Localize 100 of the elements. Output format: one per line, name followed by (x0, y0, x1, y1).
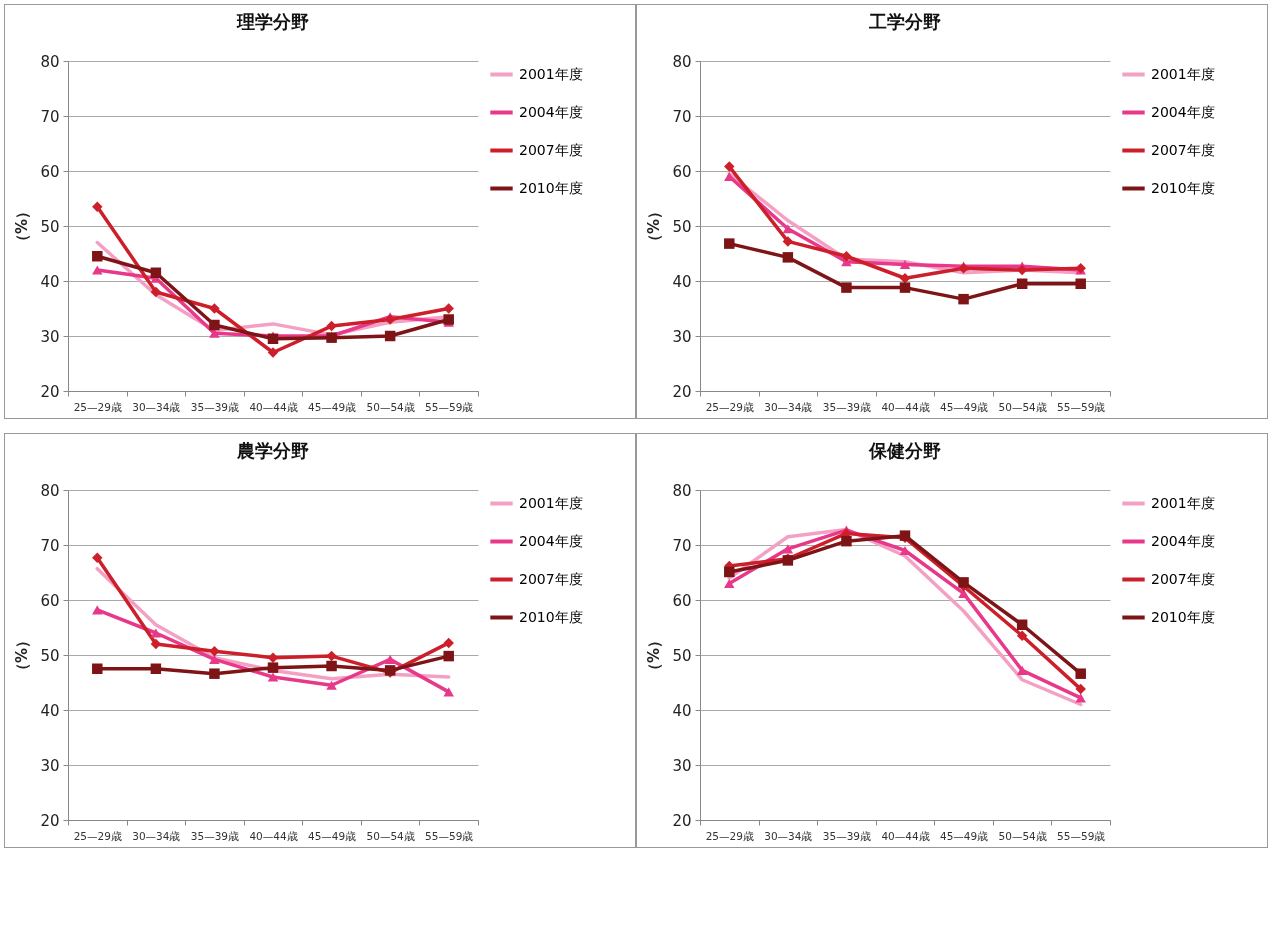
point (958, 293, 969, 305)
y-tick-label: 40 (40, 272, 60, 291)
x-tick-label: 30—34歳 (764, 829, 813, 842)
y-tick-label: 70 (40, 536, 60, 555)
point (1016, 264, 1028, 276)
point (267, 662, 279, 673)
point (958, 577, 969, 588)
point (92, 605, 103, 615)
point (899, 282, 911, 293)
point (1075, 683, 1086, 695)
y-tick-label: 50 (672, 217, 692, 236)
y-tick-label: 80 (40, 481, 60, 500)
point (724, 566, 735, 578)
point (782, 544, 794, 554)
point (1075, 693, 1086, 703)
x-tick-label: 50—54歳 (998, 400, 1047, 413)
legend-label: 2007年度 (1151, 570, 1215, 587)
y-tick-label: 30 (40, 756, 60, 775)
legend-label: 2010年度 (1151, 608, 1215, 625)
y-tick-label: 20 (672, 811, 692, 830)
legend-label: 2004年度 (1151, 532, 1215, 549)
x-tick-label: 40—44歳 (881, 400, 930, 413)
point (92, 663, 103, 674)
point (209, 645, 220, 657)
x-tick-label: 45—49歳 (307, 829, 357, 842)
y-tick-label: 50 (40, 646, 60, 665)
x-tick-label: 35—39歳 (190, 400, 240, 413)
y-tick-label: 30 (672, 327, 692, 346)
x-tick-label: 30—34歳 (764, 400, 813, 413)
x-tick-label: 35—39歳 (822, 400, 872, 413)
y-tick-label: 50 (672, 646, 692, 665)
y-tick-label: 50 (40, 217, 60, 236)
y-tick-label: 80 (672, 481, 692, 500)
point (209, 319, 220, 331)
legend-label: 2007年度 (1151, 141, 1215, 158)
x-tick-label: 25—29歳 (705, 400, 754, 413)
x-tick-label: 55—59歳 (1057, 400, 1106, 413)
point (326, 680, 337, 690)
point (443, 637, 454, 649)
legend-label: 2004年度 (1151, 103, 1215, 120)
point (209, 668, 220, 679)
y-tick-label: 80 (672, 52, 692, 71)
x-tick-label: 30—34歳 (132, 400, 181, 413)
legend-label: 2007年度 (519, 570, 583, 587)
point (150, 663, 162, 674)
point (150, 628, 162, 638)
x-tick-label: 25—29歳 (73, 829, 122, 842)
legend-label: 2010年度 (1151, 179, 1215, 196)
y-tick-label: 40 (672, 272, 692, 291)
y-tick-label: 60 (672, 591, 692, 610)
legend-label: 2001年度 (519, 494, 583, 511)
chart-title: 理学分野 (236, 11, 309, 32)
y-tick-label: 60 (40, 591, 60, 610)
point (384, 330, 396, 342)
point (326, 650, 337, 662)
y-tick-label: 40 (672, 701, 692, 720)
legend-label: 2010年度 (519, 608, 583, 625)
x-tick-label: 25—29歳 (705, 829, 754, 842)
point (384, 654, 396, 664)
y-tick-label: 20 (672, 382, 692, 401)
point (326, 320, 337, 332)
y-tick-label: 20 (40, 382, 60, 401)
x-tick-label: 50—54歳 (366, 829, 415, 842)
y-tick-label: 60 (40, 162, 60, 181)
point (92, 552, 103, 563)
y-axis-title: （%） (13, 203, 32, 250)
x-tick-label: 50—54歳 (998, 829, 1047, 842)
y-axis-title: （%） (13, 632, 32, 679)
y-tick-label: 70 (40, 107, 60, 126)
y-tick-label: 70 (672, 107, 692, 126)
point (92, 251, 103, 262)
point (841, 251, 852, 262)
x-tick-label: 35—39歳 (822, 829, 872, 842)
point (443, 303, 454, 314)
point (782, 252, 794, 263)
legend-label: 2001年度 (519, 65, 583, 82)
legend-label: 2004年度 (519, 532, 583, 549)
point (1016, 278, 1028, 289)
point (267, 347, 279, 358)
x-tick-label: 45—49歳 (307, 400, 357, 413)
x-tick-label: 45—49歳 (939, 829, 989, 842)
y-tick-label: 30 (672, 756, 692, 775)
point (782, 224, 794, 234)
x-tick-label: 35—39歳 (190, 829, 240, 842)
chart-title: 農学分野 (236, 440, 309, 461)
y-tick-label: 70 (672, 536, 692, 555)
point (209, 303, 220, 314)
y-tick-label: 80 (40, 52, 60, 71)
x-tick-label: 55—59歳 (425, 829, 474, 842)
point (326, 660, 337, 672)
y-tick-label: 40 (40, 701, 60, 720)
legend-label: 2004年度 (519, 103, 583, 120)
x-tick-label: 55—59歳 (425, 400, 474, 413)
point (443, 650, 454, 662)
x-tick-label: 40—44歳 (881, 829, 930, 842)
point (267, 672, 279, 682)
point (443, 687, 454, 697)
point (782, 236, 794, 247)
chart-title: 工学分野 (868, 11, 941, 32)
y-tick-label: 30 (40, 327, 60, 346)
